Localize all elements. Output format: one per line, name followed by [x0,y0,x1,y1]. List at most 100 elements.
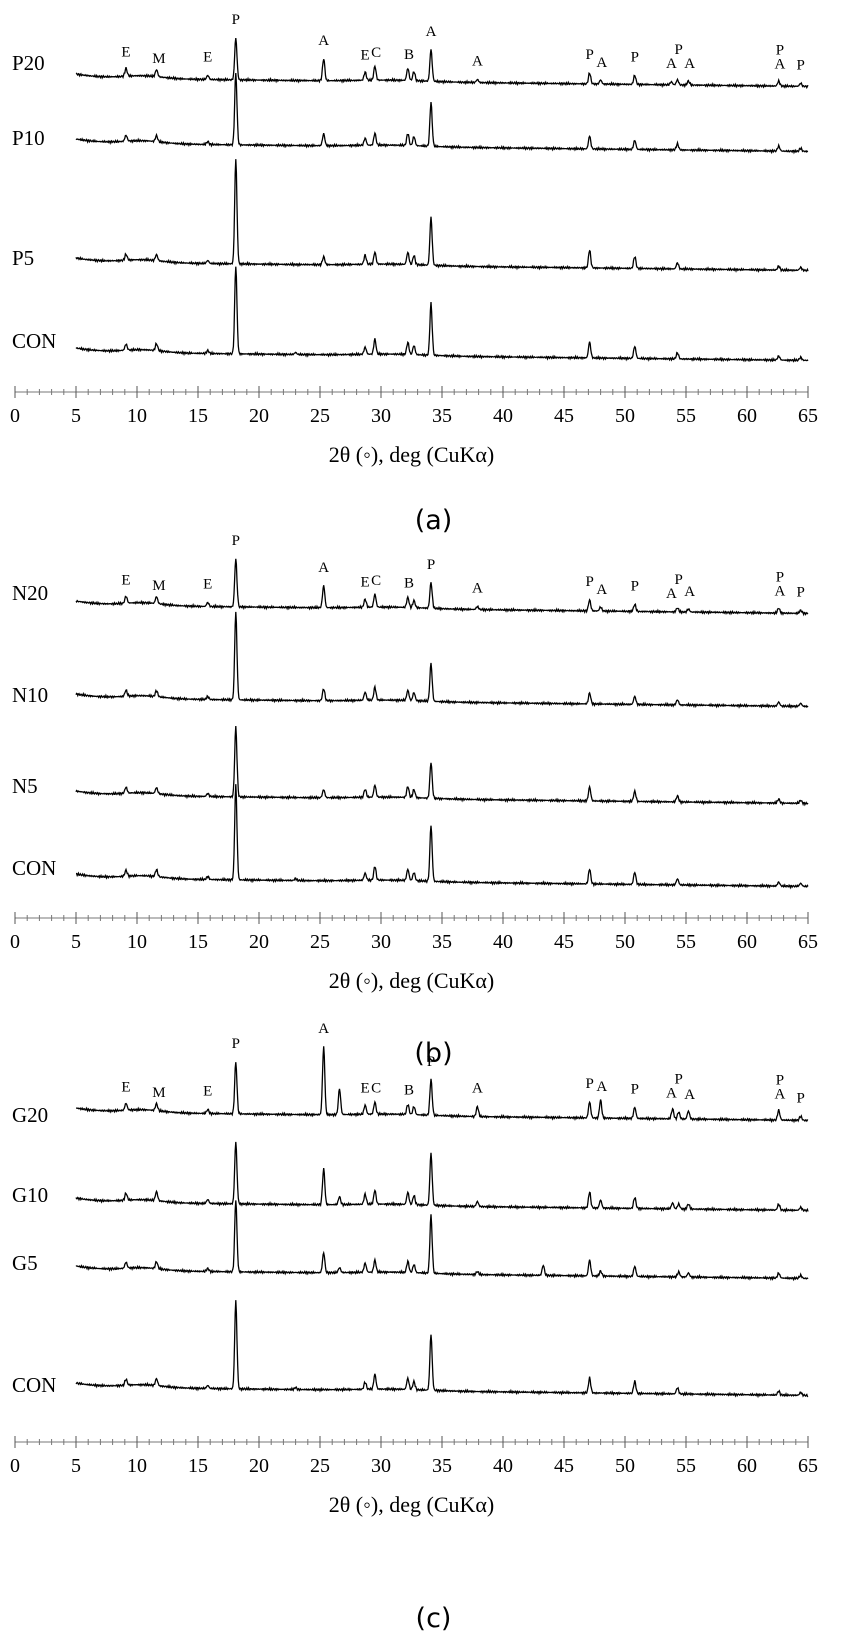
panel-b-series-n20-label: N20 [12,581,48,605]
panel-b-tick-label: 60 [737,931,757,953]
panel-b-tick-label: 20 [249,931,269,953]
panel-b-phase-label: P [797,584,805,600]
panel-c-phase-label: P [427,1054,435,1070]
panel-b-tick-label: 30 [371,931,391,953]
panel-c-phase-label: E [361,1080,370,1096]
panel-a-phase-label: E [361,47,370,63]
panel-b-phase-label: E [121,573,130,589]
panel-c-phase-label: A [472,1081,483,1097]
panel-b-series-n5-label: N5 [12,774,38,798]
panel-c-phase-label: P [776,1073,784,1089]
panel-c-phase-label: A [318,1021,329,1037]
panel-a-series-p10-trace [75,73,809,155]
panel-a-phase-label: C [371,45,381,61]
panel-a-tick-label: 10 [127,405,147,427]
panel-a-tick-label: 65 [798,405,818,427]
panel-a-tick-label: 35 [432,405,452,427]
panel-c-tick-label: 65 [798,1455,818,1477]
panel-a-tick-label: 30 [371,405,391,427]
panel-c-series-g10-trace [75,1141,809,1213]
panel-c-phase-label: P [797,1090,805,1106]
panel-a-series-p5-trace [75,159,809,274]
panel-a-phase-label: P [797,57,805,73]
panel-c-phase-label: E [121,1080,130,1096]
panel-c-tick-label: 60 [737,1455,757,1477]
panel-b-phase-label: E [361,574,370,590]
panel-b-phase-label: A [775,583,786,599]
panel-c-series-con-label: CON [12,1373,56,1397]
panel-c-tick-label: 50 [615,1455,635,1477]
panel-a-phase-label: A [426,24,437,40]
panel-c-phase-label: A [596,1079,607,1095]
panel-a-phase-label: M [152,51,165,67]
panel-b-phase-label: P [631,578,639,594]
panel-a-series-con-trace [75,266,809,363]
panel-a-tick-label: 25 [310,405,330,427]
panel-c-phase-label: B [404,1082,414,1098]
panel-a-phase-label: P [675,42,683,58]
panel-a-phase-label: P [585,47,593,63]
panel-a-x-axis-title: 2θ (◦), deg (CuKα) [329,442,495,467]
panel-c-series-g10-label: G10 [12,1183,48,1207]
panel-c-phase-label: A [775,1087,786,1103]
panel-b-tick-label: 40 [493,931,513,953]
panel-a-phase-label: A [596,55,607,71]
panel-b-phase-label: A [666,586,677,602]
panel-b-tick-label: 15 [188,931,208,953]
panel-b-phase-label: A [318,560,329,576]
panel-c-phase-label: M [152,1085,165,1101]
panel-a-series-p5-label: P5 [12,246,34,270]
panel-c-phase-label: P [631,1081,639,1097]
panel-c-tick-label: 0 [10,1455,20,1477]
panel-b-series-n20-trace [75,558,809,617]
panel-a-tick-label: 5 [71,405,81,427]
panel-c-series-g20-label: G20 [12,1103,48,1127]
panel-c-tick-label: 55 [676,1455,696,1477]
panel-c-phase-label: P [585,1076,593,1092]
panel-c-series-g5-label: G5 [12,1251,38,1275]
panel-a-series-p20-label: P20 [12,51,45,75]
panel-b-tick-label: 50 [615,931,635,953]
panel-c-phase-label: A [666,1085,677,1101]
panel-a-caption: (a) [414,505,453,536]
panel-a-phase-label: A [318,33,329,49]
panel-b-series-n10-label: N10 [12,683,48,707]
panel-c-tick-label: 40 [493,1455,513,1477]
panel-a-phase-label: B [404,47,414,63]
panel-a-tick-label: 20 [249,405,269,427]
panel-b-series-n5-trace [75,725,809,807]
panel-c-tick-label: 45 [554,1455,574,1477]
panel-b-tick-label: 65 [798,931,818,953]
panel-b-tick-label: 35 [432,931,452,953]
panel-b-tick-label: 5 [71,931,81,953]
panel-c-x-axis-title: 2θ (◦), deg (CuKα) [329,1492,495,1517]
panel-c-tick-label: 5 [71,1455,81,1477]
panel-b-phase-label: A [472,581,483,597]
panel-c-tick-label: 15 [188,1455,208,1477]
panel-a-phase-label: E [121,45,130,61]
panel-c-tick-label: 20 [249,1455,269,1477]
panel-b-tick-label: 0 [10,931,20,953]
panel-c-tick-label: 25 [310,1455,330,1477]
panel-b-series-con-trace [75,784,809,890]
panel-b-phase-label: P [675,572,683,588]
panel-c-phase-label: P [232,1036,240,1052]
panel-b-phase-label: E [203,577,212,593]
panel-a-tick-label: 50 [615,405,635,427]
panel-c-tick-label: 30 [371,1455,391,1477]
panel-b-tick-label: 25 [310,931,330,953]
panel-a-phase-label: P [232,12,240,28]
panel-b-phase-label: M [152,578,165,594]
panel-a-series-p10-label: P10 [12,126,45,150]
panel-c-series-g20-trace [76,1046,809,1124]
panel-c-phase-label: P [675,1071,683,1087]
panel-b-phase-label: P [585,574,593,590]
panel-a-tick-label: 45 [554,405,574,427]
panel-a-tick-label: 0 [10,405,20,427]
panel-a-tick-label: 60 [737,405,757,427]
panel-a-phase-label: A [666,56,677,72]
panel-b-phase-label: A [684,584,695,600]
panel-c-phase-label: A [684,1087,695,1103]
panel-b-tick-label: 45 [554,931,574,953]
